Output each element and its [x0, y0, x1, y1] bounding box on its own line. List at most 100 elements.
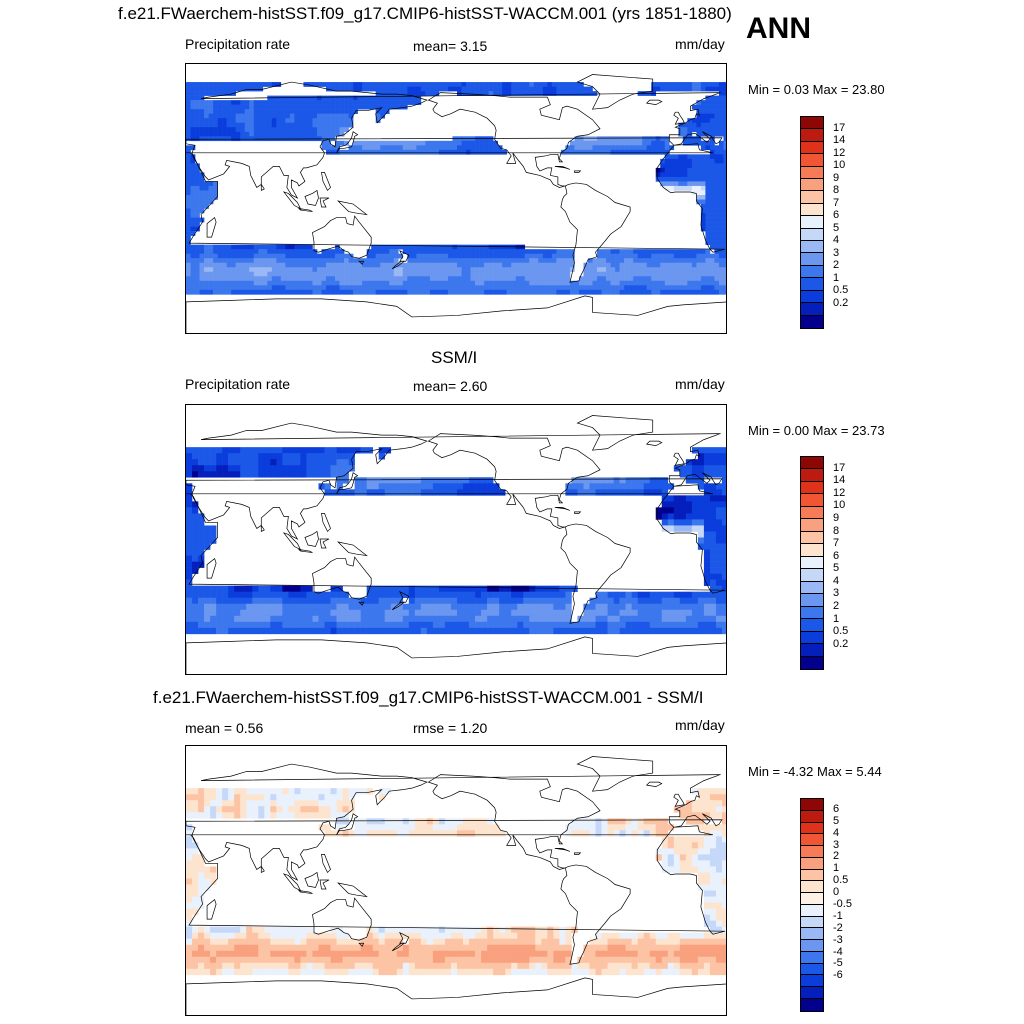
- panel2-title: SSM/I: [431, 348, 478, 367]
- colorbar-swatch: [801, 846, 823, 858]
- coastline-path: [336, 200, 368, 216]
- coastline-path: [427, 774, 601, 870]
- panel2-minmax: Min = 0.00 Max = 23.73: [748, 423, 885, 438]
- colorbar-swatch: [801, 154, 823, 167]
- panel2-colorbar: [800, 456, 824, 670]
- panel3-colorbar: [800, 798, 824, 1012]
- colorbar-tick-label: 4: [833, 234, 840, 247]
- coastline-path: [336, 813, 359, 836]
- coastline-path: [282, 873, 302, 892]
- panel2-variable-label: Precipitation rate: [185, 376, 291, 392]
- colorbar-tick-label: 0.2: [833, 296, 849, 309]
- colorbar-swatch: [801, 963, 823, 976]
- colorbar-swatch: [801, 166, 823, 180]
- colorbar-swatch: [801, 129, 823, 142]
- colorbar-swatch: [801, 179, 823, 192]
- colorbar-swatch: [801, 278, 823, 291]
- coastline-path: [282, 191, 302, 210]
- panel3-map-svg: [186, 756, 726, 1015]
- colorbar-tick-label: 0.5: [833, 874, 849, 887]
- colorbar-swatch: [801, 216, 823, 229]
- colorbar-swatch: [801, 241, 823, 254]
- colorbar-tick-label: -2: [833, 921, 843, 934]
- panel2-map: [185, 404, 727, 675]
- coastline-path: [645, 781, 663, 788]
- colorbar-tick-label: 7: [833, 196, 840, 209]
- colorbar-tick-label: 3: [833, 587, 840, 600]
- colorbar-swatch: [801, 987, 823, 1000]
- colorbar-tick-label: 10: [833, 499, 846, 512]
- coastline-path: [206, 898, 217, 920]
- colorbar-swatch: [801, 569, 823, 582]
- coastline-path: [186, 422, 723, 540]
- coastline-path: [427, 433, 601, 529]
- panel3-map: [185, 745, 727, 1016]
- colorbar-tick-label: -6: [833, 969, 843, 982]
- panel2-map-svg: [186, 415, 726, 674]
- colorbar-swatch: [801, 656, 823, 669]
- coastline-path: [358, 601, 365, 606]
- colorbar-swatch: [801, 228, 823, 242]
- coastline-path: [336, 541, 368, 557]
- coastlines: [186, 415, 726, 674]
- coastline-path: [336, 472, 359, 495]
- colorbar-swatch: [801, 869, 823, 882]
- panel1-title: f.e21.FWaerchem-histSST.f09_g17.CMIP6-hi…: [118, 4, 732, 23]
- colorbar-swatch: [801, 265, 823, 279]
- coastline-path: [574, 511, 582, 514]
- colorbar-tick-label: 3: [833, 246, 840, 259]
- panel1-mean-label: mean= 3.15: [413, 38, 488, 54]
- colorbar-swatch: [801, 519, 823, 532]
- coastline-path: [427, 92, 601, 188]
- colorbar-swatch: [801, 481, 823, 495]
- colorbar-tick-label: -1: [833, 909, 843, 922]
- colorbar-tick-label: -4: [833, 945, 843, 958]
- coastline-path: [576, 415, 654, 451]
- colorbar-tick-label: 7: [833, 537, 840, 550]
- colorbar-swatch: [801, 619, 823, 632]
- coastline-path: [554, 166, 571, 170]
- coastline-path: [186, 977, 726, 1015]
- panel1-map: [185, 63, 727, 334]
- colorbar-tick-label: 9: [833, 511, 840, 524]
- colorbar-tick-label: 0.2: [833, 637, 849, 650]
- coastline-path: [321, 854, 331, 874]
- coastline-path: [321, 172, 331, 192]
- colorbar-swatch: [801, 191, 823, 204]
- colorbar-swatch: [801, 940, 823, 952]
- colorbar-swatch: [801, 893, 823, 905]
- panel1-minmax: Min = 0.03 Max = 23.80: [748, 82, 885, 97]
- coastline-path: [358, 260, 365, 265]
- coastline-path: [312, 215, 372, 259]
- colorbar-tick-label: 10: [833, 159, 846, 172]
- colorbar-swatch: [801, 799, 823, 811]
- colorbar-tick-label: 0.5: [833, 284, 849, 297]
- colorbar-tick-label: 1: [833, 862, 840, 875]
- colorbar-swatch: [801, 857, 823, 870]
- panel3-rmse-label: rmse = 1.20: [413, 720, 488, 736]
- colorbar-tick-label: -5: [833, 957, 843, 970]
- colorbar-tick-label: 9: [833, 171, 840, 184]
- colorbar-swatch: [801, 594, 823, 607]
- coastline-path: [336, 882, 368, 898]
- colorbar-tick-label: 1: [833, 271, 840, 284]
- colorbar-swatch: [801, 469, 823, 482]
- panel2-mean-label: mean= 2.60: [413, 378, 488, 394]
- colorbar-swatch: [801, 834, 823, 847]
- colorbar-swatch: [801, 203, 823, 217]
- panel1-variable-label: Precipitation rate: [185, 36, 291, 52]
- colorbar-tick-label: 2: [833, 259, 840, 272]
- coastline-path: [206, 557, 217, 579]
- coastline-path: [560, 182, 631, 283]
- colorbar-swatch: [801, 457, 823, 470]
- coastline-path: [673, 452, 685, 466]
- colorbar-swatch: [801, 141, 823, 155]
- colorbar-swatch: [801, 253, 823, 266]
- coastline-path: [321, 513, 331, 533]
- panel1-units-label: mm/day: [675, 36, 725, 52]
- colorbar-swatch: [801, 117, 823, 130]
- coastline-path: [282, 532, 302, 551]
- coastline-path: [304, 871, 319, 888]
- colorbar-swatch: [801, 494, 823, 507]
- colorbar-tick-label: 17: [833, 461, 846, 474]
